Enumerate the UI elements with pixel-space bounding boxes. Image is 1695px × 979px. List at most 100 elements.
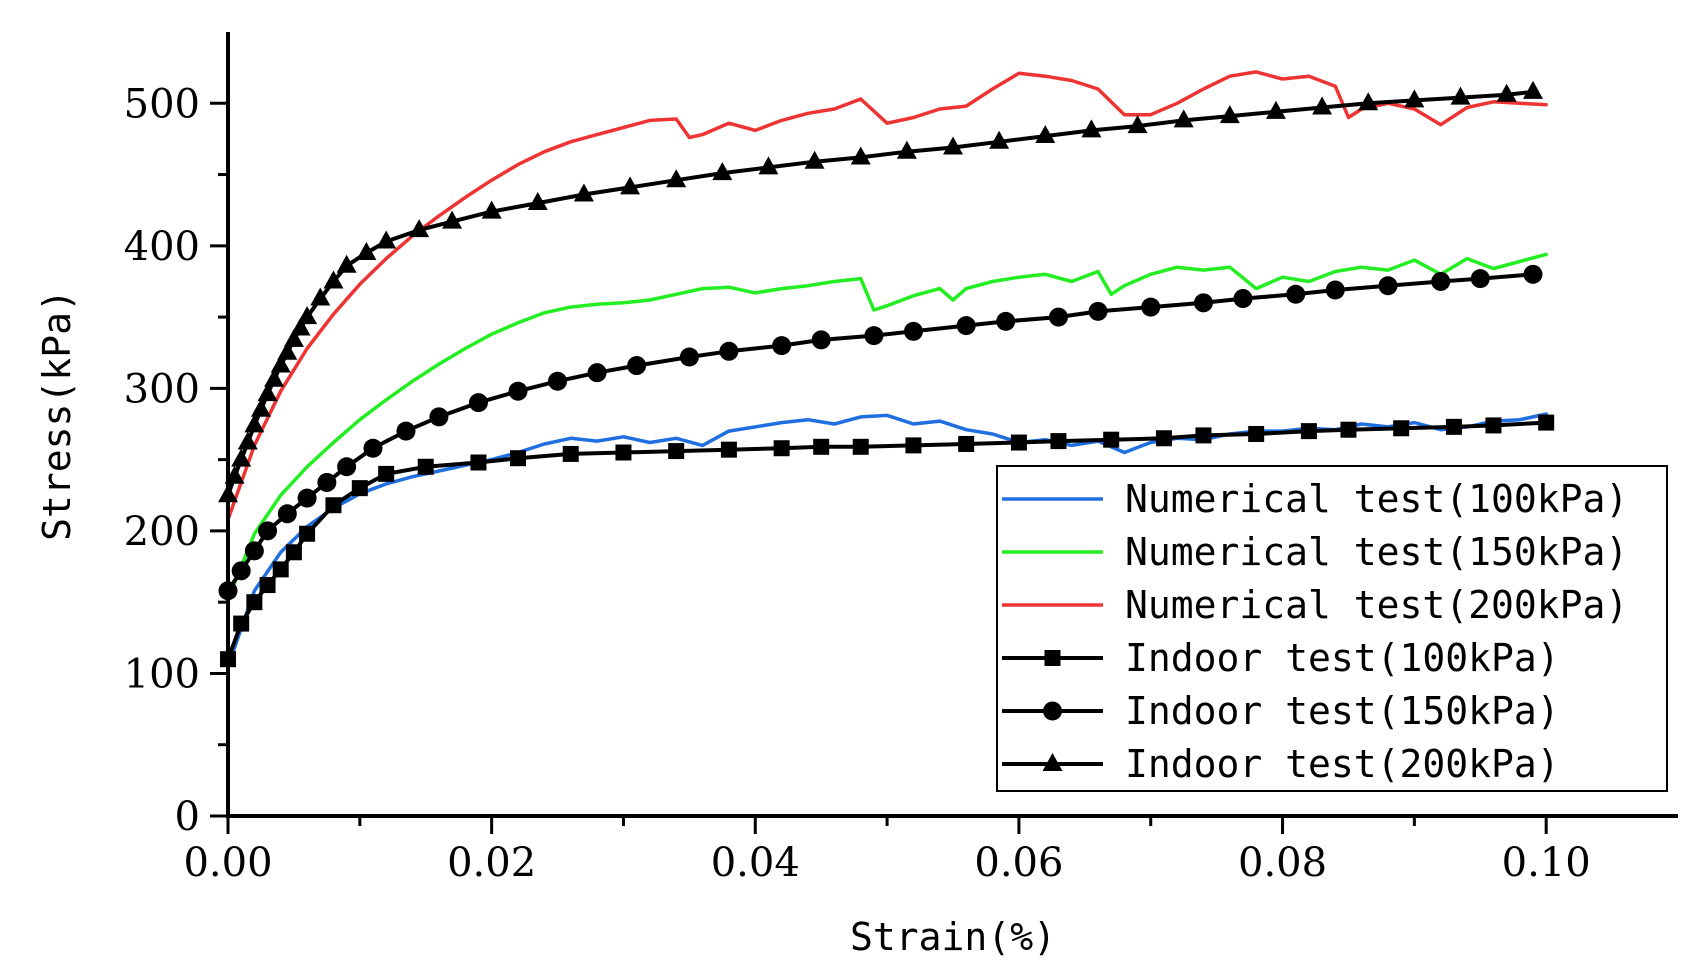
series-numerical-1 [226,252,1548,602]
data-point-circle [1233,289,1253,309]
data-point-triangle [896,140,917,159]
data-point-circle [1470,269,1490,289]
legend-label: Indoor test(150kPa) [1125,689,1560,733]
data-point-circle [396,421,416,441]
data-point-square [233,615,250,632]
x-tick-label: 0.02 [447,840,536,886]
data-point-triangle [409,219,430,238]
data-point-square [1103,431,1120,448]
data-point-circle [1378,276,1398,296]
x-ticks: 0.00 0.02 0.04 0.06 0.08 0.10 [183,816,1591,886]
data-point-triangle [356,241,377,260]
x-tick-label: 0.10 [1502,840,1591,886]
data-point-triangle [244,414,265,433]
data-point-circle [317,472,337,492]
y-axis-title: Stress(kPa) [35,289,79,541]
data-point-triangle [1035,125,1056,144]
data-point-circle [1431,271,1451,291]
data-point-triangle [257,383,278,402]
legend-label: Numerical test(150kPa) [1125,530,1628,574]
data-point-square [1300,423,1317,440]
y-ticks: 0 100 200 300 400 500 [124,81,228,840]
data-point-triangle [283,328,304,347]
data-point-square [299,525,316,542]
data-point-circle [811,330,831,350]
data-point-triangle [310,287,331,306]
data-point-square [1010,434,1027,451]
legend-swatch-marker [1042,753,1063,771]
data-point-square [351,480,368,497]
data-point-circle [258,521,278,541]
data-point-triangle [758,156,779,175]
data-point-square [259,577,276,594]
data-point-triangle [323,270,344,289]
data-point-circle [587,363,607,383]
data-point-square [1538,414,1555,431]
y-tick-label: 100 [124,651,200,697]
data-point-square [615,444,632,461]
data-point-square [272,561,289,578]
data-point-triangle [231,448,252,467]
data-point-circle [679,347,699,367]
x-tick-label: 0.04 [711,840,800,886]
data-point-triangle [376,230,397,249]
data-point-circle [1286,284,1306,304]
legend-label: Indoor test(200kPa) [1125,742,1560,786]
data-point-circle [1048,307,1068,327]
data-point-circle [277,504,297,524]
series-line [226,252,1548,602]
data-point-triangle [1496,83,1517,102]
data-point-triangle [1265,100,1286,119]
data-point-square [1340,421,1357,438]
y-tick-label: 500 [124,81,200,127]
data-point-triangle [250,398,271,417]
data-point-triangle [1127,115,1148,134]
data-point-triangle [712,162,733,181]
legend-box [996,465,1668,792]
data-point-triangle [620,176,641,195]
data-point-triangle [1404,89,1425,108]
data-point-triangle [290,317,311,336]
plot-area [218,70,1555,669]
legend-label: Numerical test(200kPa) [1125,583,1628,627]
data-point-circle [468,393,488,413]
data-point-circle [627,356,647,376]
data-point-triangle [1173,109,1194,128]
data-point-square [852,438,869,455]
data-point-triangle [264,368,285,387]
data-point-circle [719,341,739,361]
data-point-square [1050,433,1067,450]
y-tick-label: 300 [124,366,200,412]
legend-label: Numerical test(100kPa) [1125,477,1628,521]
series-indoor-3 [220,414,1555,668]
data-point-circle [337,457,357,477]
data-point-square [246,594,263,611]
data-point-circle [231,561,251,581]
data-point-square [720,441,737,458]
data-point-square [668,443,685,460]
data-point-circle [1141,297,1161,317]
series-line [226,70,1548,522]
data-point-square [773,440,790,457]
x-axis-title: Strain(%) [850,915,1056,959]
data-point-square [813,438,830,455]
data-point-triangle [989,130,1010,149]
data-point-square [958,435,975,452]
data-point-triangle [1312,96,1333,115]
data-point-circle [244,541,264,561]
data-point-triangle [1081,119,1102,138]
series-indoor-5 [218,80,1543,503]
legend-swatch-marker [1043,701,1062,721]
data-point-triangle [442,210,463,229]
data-point-circle [956,316,976,336]
data-point-circle [429,407,449,427]
data-point-circle [363,438,383,458]
y-tick-label: 400 [124,224,200,270]
data-point-square [470,454,487,471]
data-point-circle [508,381,528,401]
series-layer [218,70,1555,669]
data-point-triangle [1450,86,1471,105]
data-point-circle [1193,293,1213,313]
data-point-triangle [527,192,548,211]
